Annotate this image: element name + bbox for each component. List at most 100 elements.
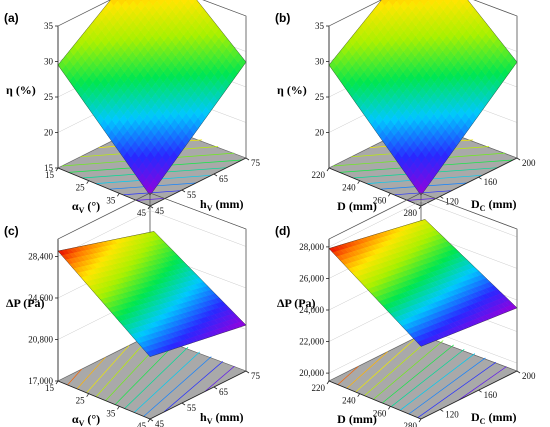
panel-label: (d) (275, 224, 290, 238)
x-tick-label: 260 (373, 408, 387, 418)
z-tick-label: 22,000 (299, 337, 324, 347)
contour-line (204, 365, 235, 392)
contour-line (143, 356, 212, 417)
top-edge (57, 0, 247, 27)
x-tick-label: 220 (312, 383, 326, 393)
surface-cell (459, 0, 467, 5)
y-tick-label: 200 (522, 371, 536, 381)
y-tick-label: 160 (484, 390, 498, 400)
x-tick-mark (86, 393, 89, 397)
surface-cell (180, 0, 189, 6)
y-tick-mark (213, 173, 218, 177)
panel-label: (c) (4, 224, 19, 238)
y-tick-label: 120 (445, 409, 459, 419)
x-tick-label: 15 (45, 170, 55, 180)
y-tick-label: 55 (187, 190, 197, 200)
contour-line (390, 348, 465, 407)
y-tick-label: 65 (219, 174, 229, 184)
x-tick-label: 240 (342, 183, 356, 193)
y-tick-mark (149, 418, 154, 422)
x-tick-label: 25 (76, 183, 86, 193)
x-axis-title: D (mm) (337, 199, 377, 213)
z-gridline (57, 210, 247, 257)
x-tick-label: 45 (137, 208, 147, 218)
y-tick-mark (245, 370, 250, 374)
z-tick-label: 28,400 (28, 251, 53, 261)
x-tick-mark (117, 193, 120, 197)
x-tick-label: 280 (404, 421, 418, 427)
top-edge (328, 0, 518, 27)
x-tick-mark (55, 380, 59, 385)
x-tick-label: 280 (404, 208, 418, 218)
y-tick-mark (149, 205, 154, 209)
x-axis-title: αV (°) (72, 199, 100, 215)
contour-line (399, 353, 476, 411)
contour-line (133, 351, 200, 413)
z-tick-label: 24,600 (28, 293, 53, 303)
z-tick-label: 25 (315, 92, 325, 102)
x-tick-label: 15 (45, 383, 55, 393)
z-tick-label: 24,000 (299, 305, 324, 315)
y-tick-label: 65 (219, 387, 229, 397)
z-tick-label: 35 (315, 21, 325, 31)
y-axis-line (149, 157, 247, 207)
x-tick-label: 45 (137, 421, 147, 427)
x-tick-mark (357, 180, 360, 184)
contour-line (373, 340, 444, 400)
z-tick-label: 20 (315, 128, 325, 138)
y-axis-line (420, 157, 518, 207)
x-tick-mark (357, 393, 360, 397)
z-tick-label: 26,000 (299, 273, 324, 283)
x-tick-label: 240 (342, 396, 356, 406)
y-tick-label: 45 (155, 206, 165, 216)
x-tick-mark (418, 205, 422, 210)
x-axis-title: αV (°) (72, 412, 100, 427)
contour-line (407, 197, 437, 201)
contour-line (458, 366, 507, 401)
contour-line (136, 197, 166, 201)
z-axis-title: ΔP (Pa) (277, 296, 316, 310)
surface-cell (443, 0, 452, 6)
panel-a: 15 20 25 30 35 15 25 35 45 45 55 65 75 αV (°) hV (mm) η… (4, 0, 261, 218)
y-tick-label: 75 (251, 371, 261, 381)
panel-b: 20 25 30 35 220 240 260 280 120 160 200 D (mm) DC (m… (275, 0, 536, 218)
z-tick-label: 25 (44, 92, 54, 102)
x-axis-line (57, 380, 151, 420)
x-tick-mark (117, 406, 120, 410)
x-tick-label: 35 (106, 195, 116, 205)
y-axis-line (149, 370, 247, 420)
y-axis-title: DC (mm) (471, 410, 516, 426)
z-axis-title: η (%) (6, 83, 36, 97)
y-tick-label: 200 (522, 158, 536, 168)
y-tick-mark (439, 196, 444, 199)
y-tick-mark (181, 189, 186, 193)
z-axis-title: ΔP (Pa) (6, 296, 45, 310)
x-tick-mark (388, 406, 391, 410)
x-axis-title: D (mm) (337, 412, 377, 426)
x-tick-mark (388, 193, 391, 197)
panel-label: (b) (275, 11, 290, 25)
x-tick-mark (86, 180, 89, 184)
x-tick-mark (326, 167, 330, 172)
y-axis-title: hV (mm) (200, 197, 243, 213)
y-tick-mark (516, 157, 521, 161)
z-tick-label: 28,000 (299, 242, 324, 252)
z-tick-label: 20,800 (28, 334, 53, 344)
panel-d: 20,000 22,000 24,000 26,000 28,000 220 240 260 2… (275, 192, 536, 427)
y-tick-label: 120 (445, 196, 459, 206)
surface-cell (451, 0, 460, 6)
contour-line (76, 357, 106, 390)
contour-line (417, 362, 497, 418)
contour-line (346, 351, 388, 389)
y-axis-line (420, 370, 518, 420)
top-edge (328, 192, 518, 240)
x-axis-line (328, 167, 422, 207)
y-tick-mark (516, 370, 521, 374)
x-tick-mark (326, 380, 330, 385)
contour-line (163, 361, 224, 413)
x-axis-line (328, 380, 422, 420)
z-tick-label: 15 (44, 163, 54, 173)
floor-projection (328, 334, 518, 420)
y-tick-mark (245, 157, 250, 161)
